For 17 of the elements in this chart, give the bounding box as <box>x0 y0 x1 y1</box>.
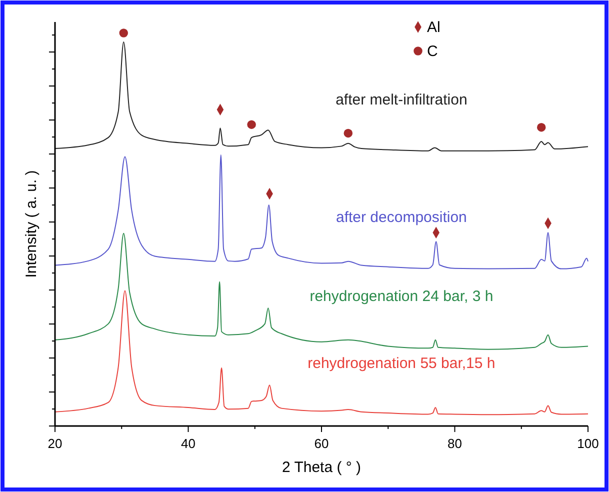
point <box>119 28 128 38</box>
legend-label: C <box>427 43 438 60</box>
x-tick-label: 20 <box>48 436 62 451</box>
text: after decomposition <box>336 208 467 226</box>
legend-label: Al <box>427 19 440 36</box>
point <box>536 122 546 132</box>
x-tick-label: 80 <box>448 436 462 451</box>
point <box>247 120 256 129</box>
x-tick-label: 60 <box>314 436 329 451</box>
x-tick-label: 40 <box>181 436 196 451</box>
x-tick-label: 100 <box>577 436 599 451</box>
text: rehydrogenation 24 bar, 3 h <box>310 288 494 306</box>
x-axis-title: 2 Theta ( ° ) <box>282 459 362 476</box>
point <box>344 128 353 138</box>
y-axis-title: Intensity ( a. u. ) <box>23 170 40 278</box>
text: after melt-infiltration <box>336 92 468 109</box>
text: rehydrogenation 55 bar,15 h <box>308 355 496 372</box>
